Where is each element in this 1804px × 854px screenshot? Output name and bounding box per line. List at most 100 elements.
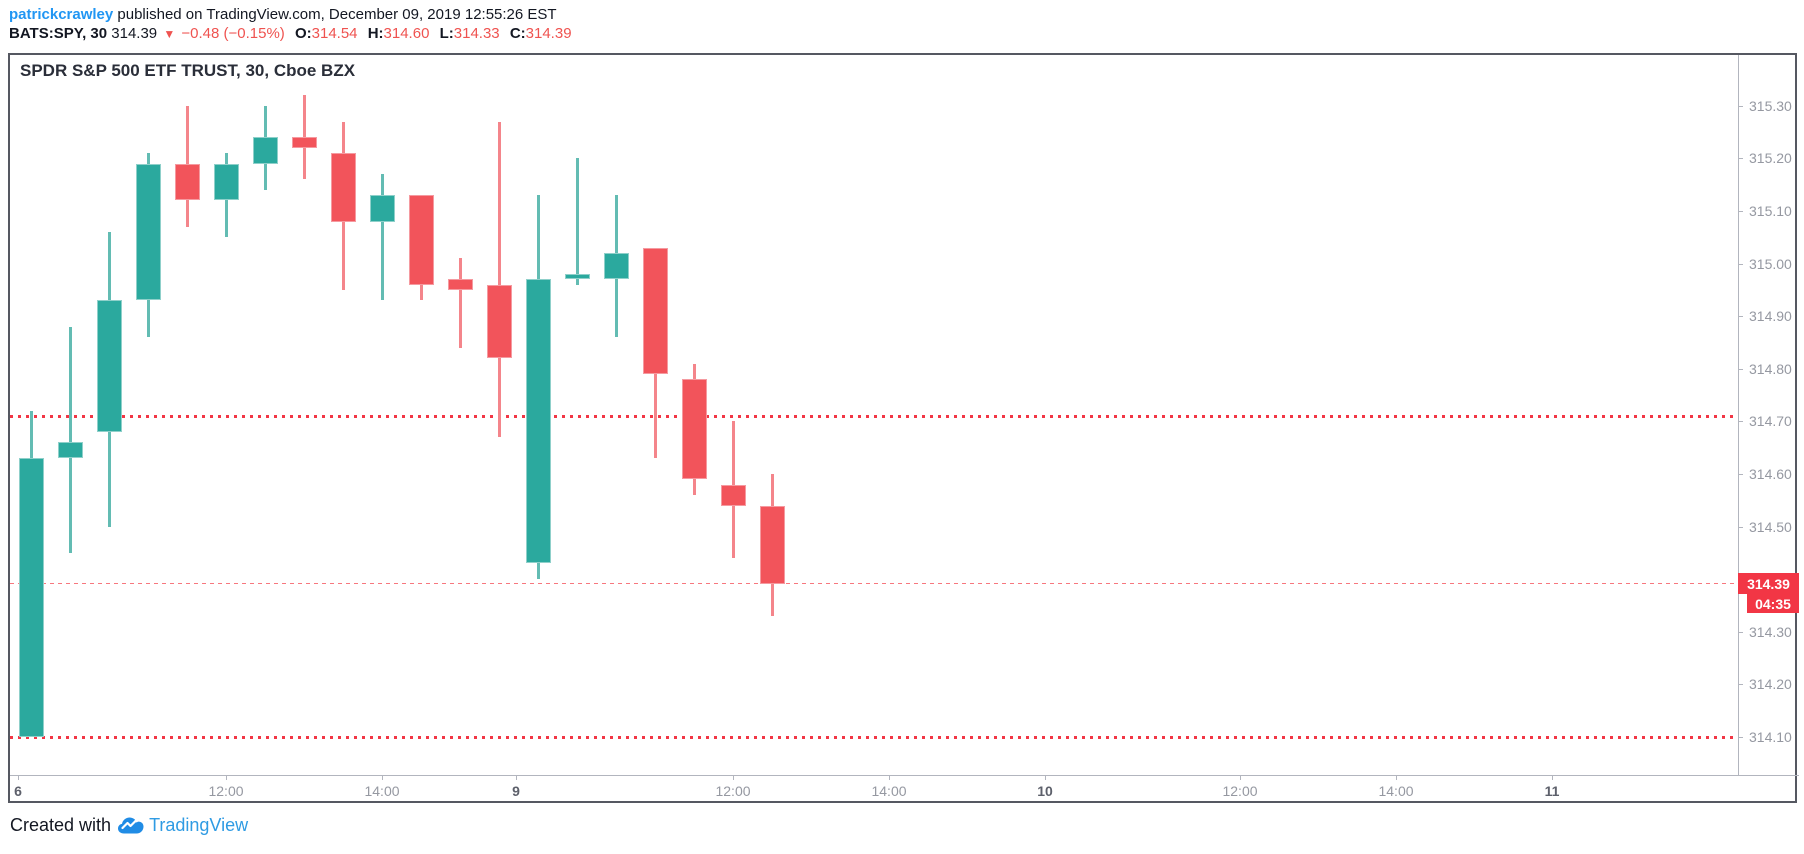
price-tick-mark	[1739, 421, 1743, 422]
price-tick-label: 314.10	[1749, 729, 1792, 745]
candle-body	[682, 379, 707, 479]
candle-body	[253, 137, 278, 164]
high-value: 314.60	[383, 25, 430, 42]
candle-body	[760, 506, 785, 584]
created-with-text: Created with	[10, 815, 112, 835]
price-tick-mark	[1739, 527, 1743, 528]
candle-body	[643, 248, 668, 374]
time-tick-mark	[1552, 776, 1553, 780]
price-tick-label: 314.90	[1749, 308, 1792, 324]
price-tick-label: 315.20	[1749, 150, 1792, 166]
candle-body	[19, 458, 44, 737]
candle-body	[409, 195, 434, 285]
price-tick-mark	[1739, 211, 1743, 212]
high-label: H:	[367, 25, 384, 42]
price-tick-mark	[1739, 106, 1743, 107]
time-tick-label: 9	[512, 783, 520, 799]
price-tick-mark	[1739, 158, 1743, 159]
price-tick-mark	[1739, 316, 1743, 317]
price-level-dotted-line	[10, 736, 1738, 739]
last-price-badge: 314.39	[1738, 573, 1799, 594]
chart-container: SPDR S&P 500 ETF TRUST, 30, Cboe BZX 315…	[8, 53, 1799, 803]
time-tick-label: 14:00	[1378, 783, 1414, 799]
candle-wick	[69, 327, 72, 553]
time-tick-label: 12:00	[1222, 783, 1258, 799]
time-tick-mark	[733, 776, 734, 780]
chart-title: SPDR S&P 500 ETF TRUST, 30, Cboe BZX	[20, 61, 356, 80]
candle-body	[526, 279, 551, 563]
candle-body	[487, 285, 512, 358]
price-tick-label: 314.70	[1749, 413, 1792, 429]
time-tick-label: 14:00	[871, 783, 907, 799]
tradingview-link[interactable]: TradingView	[117, 815, 248, 836]
username-link[interactable]: patrickcrawley	[9, 6, 114, 23]
price-tick-label: 314.30	[1749, 624, 1792, 640]
low-value: 314.33	[453, 25, 500, 42]
price-axis[interactable]: 315.30 315.20 315.10 315.00 314.90 314.80 314.…	[1738, 55, 1797, 775]
time-tick-label: 11	[1544, 783, 1560, 799]
publish-info-line: patrickcrawley published on TradingView.…	[9, 6, 557, 23]
tradingview-logo-icon	[118, 817, 144, 834]
price-tick-label: 314.50	[1749, 519, 1792, 535]
candle-body	[58, 442, 83, 458]
candle-body	[292, 137, 317, 148]
candle-body	[721, 485, 746, 506]
time-tick-mark	[889, 776, 890, 780]
time-tick-mark	[226, 776, 227, 780]
time-tick-label: 6	[14, 783, 22, 799]
candle-body	[175, 164, 200, 200]
candle-body	[565, 274, 590, 279]
published-text: published on TradingView.com, December 0…	[117, 6, 557, 23]
symbol-info-line: BATS:SPY, 30 314.39 ▼ −0.48 (−0.15%) O:3…	[9, 25, 572, 42]
time-tick-label: 12:00	[208, 783, 244, 799]
price-tick-mark	[1739, 264, 1743, 265]
price-level-dotted-line	[10, 415, 1738, 418]
time-tick-label: 14:00	[364, 783, 400, 799]
candle-body	[97, 300, 122, 432]
time-tick-mark	[1396, 776, 1397, 780]
price-tick-mark	[1739, 474, 1743, 475]
symbol-label: BATS:SPY, 30	[9, 25, 108, 42]
price-tick-label: 314.80	[1749, 361, 1792, 377]
last-price-value: 314.39	[111, 25, 158, 42]
time-tick-label: 10	[1037, 783, 1053, 799]
close-label: C:	[509, 25, 526, 42]
price-tick-mark	[1739, 684, 1743, 685]
time-tick-mark	[382, 776, 383, 780]
candle-wick	[576, 158, 579, 285]
price-tick-label: 315.30	[1749, 98, 1792, 114]
candle-body	[214, 164, 239, 200]
candle-body	[604, 253, 629, 279]
change-value: −0.48 (−0.15%)	[181, 25, 285, 42]
price-tick-mark	[1739, 737, 1743, 738]
last-price-line	[10, 583, 1738, 584]
low-label: L:	[439, 25, 454, 42]
open-label: O:	[294, 25, 312, 42]
price-tick-mark	[1739, 369, 1743, 370]
time-axis[interactable]: 6 12:00 14:00 9 12:00 14:00 10 12:00 14:00 11	[10, 775, 1799, 803]
price-tick-label: 314.20	[1749, 676, 1792, 692]
time-tick-mark	[1045, 776, 1046, 780]
down-triangle-icon: ▼	[163, 27, 176, 41]
price-tick-label: 315.00	[1749, 256, 1792, 272]
time-tick-mark	[18, 776, 19, 780]
time-tick-label: 12:00	[715, 783, 751, 799]
price-tick-mark	[1739, 632, 1743, 633]
price-tick-label: 314.60	[1749, 466, 1792, 482]
candle-wick	[459, 258, 462, 348]
candle-body	[136, 164, 161, 300]
time-tick-mark	[516, 776, 517, 780]
price-tick-label: 315.10	[1749, 203, 1792, 219]
candle-body	[331, 153, 356, 222]
candle-body	[448, 279, 473, 290]
candle-wick	[498, 122, 501, 437]
open-value: 314.54	[311, 25, 358, 42]
tradingview-brand-text: TradingView	[149, 815, 249, 835]
footer-attribution: Created with TradingView	[10, 815, 248, 836]
bar-countdown-badge: 04:35	[1747, 594, 1799, 613]
candlestick-plot-area[interactable]	[10, 55, 1738, 775]
candle-body	[370, 195, 395, 222]
candle-wick	[381, 174, 384, 300]
close-value: 314.39	[525, 25, 572, 42]
time-tick-mark	[1240, 776, 1241, 780]
